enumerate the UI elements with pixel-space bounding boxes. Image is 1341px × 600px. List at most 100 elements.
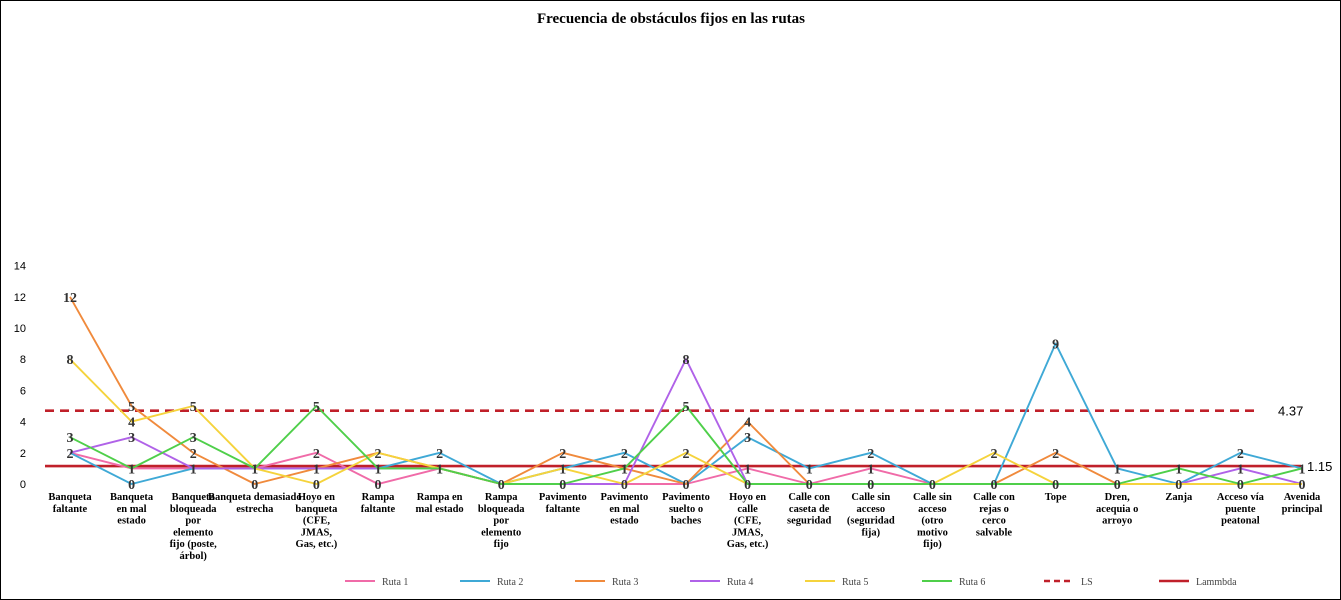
data-label: 2 xyxy=(867,447,874,462)
x-category-label: Tope xyxy=(1045,492,1067,503)
x-category-label-line: Hoyo en xyxy=(298,492,335,503)
legend-label: Ruta 3 xyxy=(612,577,638,588)
data-label: 1 xyxy=(251,462,258,477)
x-category-label-line: estado xyxy=(117,516,146,527)
x-category-label-line: por xyxy=(185,516,201,527)
data-label: 3 xyxy=(67,431,74,446)
x-category-label-line: fijo) xyxy=(923,539,942,550)
data-label: 2 xyxy=(436,447,443,462)
x-category-label-line: (CFE, xyxy=(303,516,330,527)
y-tick-label: 2 xyxy=(20,448,26,460)
data-label: 0 xyxy=(498,478,505,493)
x-category-label-line: mal estado xyxy=(416,504,464,515)
data-label: 3 xyxy=(128,431,135,446)
x-category-label-line: peatonal xyxy=(1221,516,1260,527)
x-category-label-line: en mal xyxy=(117,504,147,515)
legend-label: LS xyxy=(1081,577,1093,588)
x-category-label: Banqueta bloqueada por elemento fijo (poste,… xyxy=(170,492,218,562)
x-category-label: Pavimento en mal estado xyxy=(600,492,648,527)
x-category-label-line: puente xyxy=(1225,504,1256,515)
data-label: 1 xyxy=(806,462,813,477)
y-tick-label: 12 xyxy=(14,292,26,304)
x-category-label-line: arroyo xyxy=(1102,516,1132,527)
data-label: 9 xyxy=(1052,338,1059,353)
series-lines xyxy=(69,296,1303,485)
legend-label: Ruta 6 xyxy=(959,577,985,588)
data-label: 1 xyxy=(436,462,443,477)
data-label: 1 xyxy=(621,462,628,477)
data-label: 0 xyxy=(867,478,874,493)
x-category-label: Calle con rejas o cerco salvable xyxy=(973,492,1015,538)
data-label: 0 xyxy=(621,478,628,493)
data-label: 5 xyxy=(313,400,320,415)
x-category-label-line: acceso xyxy=(918,504,947,515)
data-label: 0 xyxy=(559,478,566,493)
data-label: 0 xyxy=(251,478,258,493)
data-label: 0 xyxy=(1175,478,1182,493)
legend-label: Ruta 2 xyxy=(497,577,523,588)
data-label: 8 xyxy=(683,353,690,368)
data-label: 5 xyxy=(128,400,135,415)
data-label: 3 xyxy=(744,431,751,446)
x-category-label-line: bloqueada xyxy=(478,504,525,515)
x-category-label: Avenida principal xyxy=(1282,492,1323,515)
legend-label: Ruta 4 xyxy=(727,577,753,588)
data-label: 0 xyxy=(683,478,690,493)
x-category-label: Banqueta demasiado estrecha xyxy=(208,492,302,515)
data-label: 0 xyxy=(1052,478,1059,493)
x-category-label: Calle con caseta de seguridad xyxy=(787,492,832,527)
data-label: 0 xyxy=(806,478,813,493)
x-category-label-line: baches xyxy=(671,516,701,527)
x-category-label-line: Zanja xyxy=(1165,492,1193,503)
x-category-label: Zanja xyxy=(1165,492,1193,503)
x-category-label-line: Banqueta demasiado xyxy=(208,492,302,503)
data-label: 1 xyxy=(313,462,320,477)
x-category-label: Banqueta en mal estado xyxy=(110,492,154,527)
x-category-label-line: Calle con xyxy=(788,492,830,503)
data-label: 0 xyxy=(1237,478,1244,493)
x-category-label-line: fijo xyxy=(494,539,509,550)
y-tick-label: 4 xyxy=(20,417,26,429)
x-category-label-line: motivo xyxy=(917,527,948,538)
x-category-label-line: (otro xyxy=(921,516,943,527)
x-category-label-line: caseta de xyxy=(789,504,830,515)
x-category-label-line: Avenida xyxy=(1284,492,1321,503)
data-label: 0 xyxy=(991,478,998,493)
y-tick-label: 10 xyxy=(14,323,26,335)
x-category-label-line: JMAS, xyxy=(732,527,764,538)
x-category-label-line: Banqueta xyxy=(110,492,154,503)
data-label: 0 xyxy=(1114,478,1121,493)
x-category-label-line: (CFE, xyxy=(734,516,761,527)
x-category-label-line: Calle sin xyxy=(913,492,952,503)
x-category-label-line: acceso xyxy=(857,504,886,515)
x-category-label: Rampa bloqueada por elemento fijo xyxy=(478,492,525,550)
x-category-label-line: seguridad xyxy=(787,516,832,527)
data-label: 2 xyxy=(559,447,566,462)
x-category-label-line: faltante xyxy=(546,504,581,515)
data-label: 8 xyxy=(67,353,74,368)
legend-label: Ruta 5 xyxy=(842,577,868,588)
x-category-label: Banqueta faltante xyxy=(48,492,92,515)
y-tick-label: 6 xyxy=(20,385,26,397)
data-label: 0 xyxy=(744,478,751,493)
data-label: 4 xyxy=(128,416,135,431)
data-label: 12 xyxy=(63,291,77,306)
x-category-label-line: elemento xyxy=(481,527,521,538)
x-category-label: Pavimento suelto o baches xyxy=(662,492,710,527)
data-label: 2 xyxy=(1052,447,1059,462)
x-category-label: Hoyo en calle (CFE, JMAS, Gas, etc.) xyxy=(727,492,769,550)
x-category-label-line: Gas, etc.) xyxy=(727,539,769,550)
data-label: 1 xyxy=(559,462,566,477)
data-label: 0 xyxy=(128,478,135,493)
x-category-label-line: acequia o xyxy=(1096,504,1138,515)
x-category-label-line: cerco xyxy=(982,516,1006,527)
x-category-label-line: estado xyxy=(610,516,639,527)
legend: Ruta 1 Ruta 2 Ruta 3 Ruta 4 Ruta 5 Ruta 6 LS La… xyxy=(345,577,1237,588)
data-label: 3 xyxy=(190,431,197,446)
y-tick-label: 14 xyxy=(14,261,26,273)
data-label: 2 xyxy=(313,447,320,462)
x-category-label-line: elemento xyxy=(173,527,213,538)
x-category-label-line: faltante xyxy=(361,504,396,515)
